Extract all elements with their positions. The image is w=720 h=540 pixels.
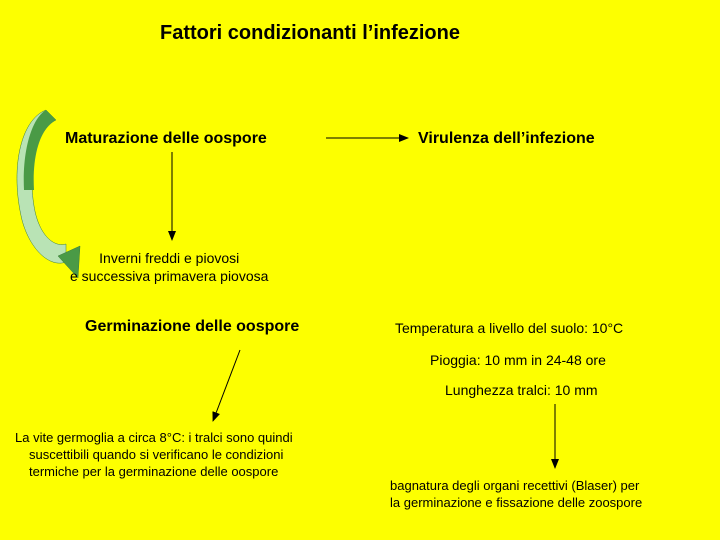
arrow-germinazione-vite <box>213 350 240 421</box>
node-inverni: Inverni freddi e piovosi e successiva pr… <box>70 250 268 285</box>
node-vite-l1: La vite germoglia a circa 8°C: i tralci … <box>15 430 293 447</box>
node-bagnatura-l1: bagnatura degli organi recettivi (Blaser… <box>390 478 642 495</box>
node-vite-l2: suscettibili quando si verificano le con… <box>15 447 293 464</box>
node-maturazione: Maturazione delle oospore <box>65 130 267 148</box>
node-pioggia: Pioggia: 10 mm in 24-48 ore <box>430 352 606 368</box>
slide-title: Fattori condizionanti l’infezione <box>160 22 460 45</box>
node-bagnatura-l2: la germinazione e fissazione delle zoosp… <box>390 495 642 512</box>
node-vite: La vite germoglia a circa 8°C: i tralci … <box>15 430 293 481</box>
node-virulenza: Virulenza dell’infezione <box>418 130 595 148</box>
node-inverni-l2: e successiva primavera piovosa <box>70 268 268 286</box>
node-temperatura: Temperatura a livello del suolo: 10°C <box>395 320 623 336</box>
node-inverni-l1: Inverni freddi e piovosi <box>70 250 268 268</box>
node-germinazione: Germinazione delle oospore <box>85 318 299 336</box>
node-bagnatura: bagnatura degli organi recettivi (Blaser… <box>390 478 642 512</box>
node-vite-l3: termiche per la germinazione delle oospo… <box>15 464 293 481</box>
node-lunghezza: Lunghezza tralci: 10 mm <box>445 382 598 398</box>
